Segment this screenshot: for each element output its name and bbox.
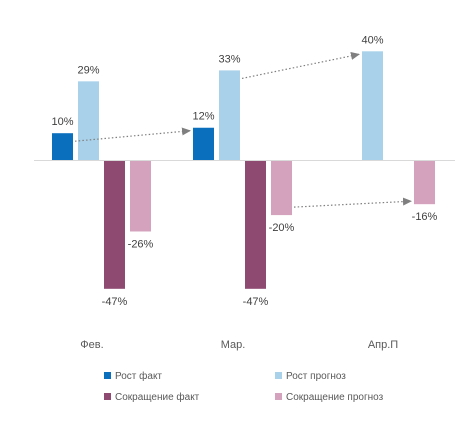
category-label: Мар. — [221, 339, 246, 351]
legend-item-рост-факт: Рост факт — [104, 370, 162, 382]
bar-сокращение-факт-1 — [245, 160, 266, 289]
trend-arrow-0 — [74, 127, 191, 142]
bar-рост-прогноз-2 — [362, 51, 383, 161]
data-label: -16% — [412, 211, 438, 223]
data-label: 10% — [51, 116, 73, 128]
legend-swatch — [104, 372, 111, 379]
bar-сокращение-факт-0 — [104, 160, 125, 289]
data-label: 29% — [77, 64, 99, 76]
bar-сокращение-прогноз-2 — [414, 160, 435, 205]
trend-arrow-1 — [241, 51, 360, 79]
data-label: 33% — [218, 53, 240, 65]
data-label: 40% — [361, 34, 383, 46]
trend-arrow-2 — [293, 197, 412, 208]
bar-рост-факт-1 — [193, 127, 214, 161]
legend-swatch — [275, 372, 282, 379]
data-label: -26% — [128, 238, 154, 250]
legend-label: Сокращение факт — [115, 391, 200, 403]
legend-swatch — [104, 393, 111, 400]
data-label: -20% — [269, 222, 295, 234]
legend-item-сокращение-факт: Сокращение факт — [104, 391, 200, 403]
bar-рост-прогноз-0 — [78, 81, 99, 161]
data-label: 12% — [192, 111, 214, 123]
bar-рост-прогноз-1 — [219, 70, 240, 161]
legend-label: Рост факт — [115, 370, 162, 382]
bar-рост-факт-0 — [52, 133, 73, 161]
category-label: Апр.П — [368, 339, 398, 351]
legend-label: Рост прогноз — [286, 371, 346, 382]
legend-swatch — [275, 393, 282, 400]
category-label: Фев. — [80, 339, 103, 351]
legend-item-рост-прогноз: Рост прогноз — [275, 371, 346, 382]
legend-label: Сокращение прогноз — [286, 392, 384, 403]
legend-item-сокращение-прогноз: Сокращение прогноз — [275, 392, 384, 403]
bar-сокращение-прогноз-1 — [271, 160, 292, 216]
data-label: -47% — [243, 296, 269, 308]
data-label: -47% — [102, 296, 128, 308]
bar-сокращение-прогноз-0 — [130, 160, 151, 232]
